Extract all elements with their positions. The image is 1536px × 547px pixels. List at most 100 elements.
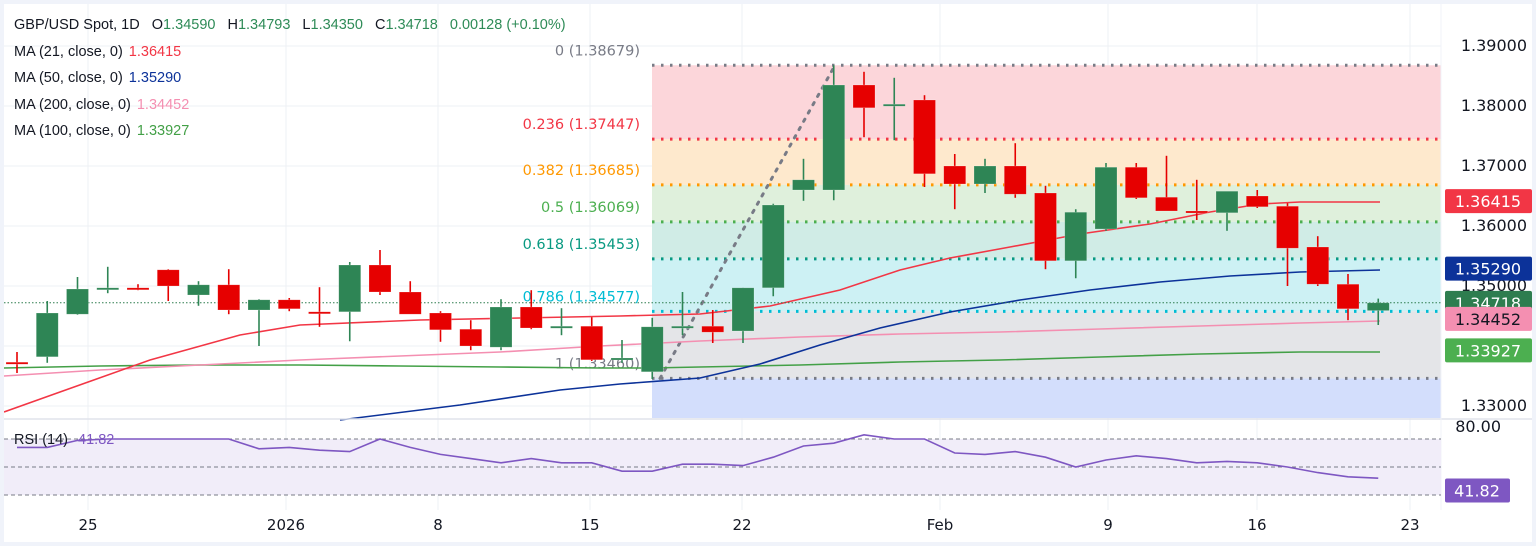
candle-bearish[interactable] <box>1306 236 1330 286</box>
indicator-value: 1.33927 <box>136 123 190 139</box>
rsi-pane[interactable]: 80.00 41.82 <box>4 417 1510 503</box>
candle-bullish[interactable] <box>671 292 694 336</box>
candle-bearish[interactable] <box>308 287 331 327</box>
candle-bullish[interactable] <box>66 277 89 315</box>
symbol-title[interactable]: GBP/USD Spot, 1D <box>14 17 140 33</box>
candle-bearish[interactable] <box>277 298 301 312</box>
price-axis-tick: 1.38000 <box>1461 96 1527 115</box>
candle-body <box>1034 192 1057 262</box>
candle-body <box>247 299 271 311</box>
fib-level-label: 0.382 (1.36685) <box>523 163 640 179</box>
fib-level-label: 0.618 (1.35453) <box>523 237 640 253</box>
time-axis[interactable]: 25 2026 8 15 22 Feb 9 16 23 <box>78 516 1419 534</box>
candle-body <box>277 299 301 310</box>
indicator-label: MA (200, close, 0) <box>14 96 131 113</box>
candle-bearish[interactable] <box>1185 179 1209 220</box>
candle-bullish[interactable] <box>1064 209 1088 279</box>
indicator-ma100[interactable]: MA (100, close, 0) 1.33927 <box>14 118 566 145</box>
candle-body <box>1215 190 1239 214</box>
chart-area[interactable]: 0 (1.38679) 0.236 (1.37447) 0.382 (1.36685… <box>3 4 1532 542</box>
candle-bullish[interactable] <box>761 203 785 297</box>
candle-bearish[interactable] <box>1155 155 1178 212</box>
high-key: H <box>227 17 238 33</box>
candle-bearish[interactable] <box>429 311 452 342</box>
fib-level-label: 0 (1.38679) <box>555 43 640 59</box>
candle-bearish[interactable] <box>459 320 483 351</box>
candle-bullish[interactable] <box>187 281 210 306</box>
candle-body <box>731 287 755 332</box>
candle-body <box>640 326 664 373</box>
chart-legend: GBP/USD Spot, 1D O1.34590 H1.34793 L1.34… <box>14 12 566 145</box>
candle-bearish[interactable] <box>1276 203 1299 286</box>
fib-level-label: 0.5 (1.36069) <box>541 200 640 216</box>
candle-bearish[interactable] <box>913 95 936 187</box>
fib-zone <box>652 311 1441 379</box>
candle-bullish[interactable] <box>973 158 997 193</box>
candle-bearish[interactable] <box>126 284 150 291</box>
price-axis[interactable]: 1.39000 1.38000 1.37000 1.36000 1.35000 1.330… <box>1445 36 1532 415</box>
candle-bullish[interactable] <box>792 158 815 201</box>
candle-bullish[interactable] <box>640 317 664 379</box>
candles[interactable] <box>5 65 1390 379</box>
candle-bearish[interactable] <box>580 317 604 361</box>
symbol-row: GBP/USD Spot, 1D O1.34590 H1.34793 L1.34… <box>14 12 566 39</box>
price-badge-label: 1.36415 <box>1455 192 1521 211</box>
high-value: 1.34793 <box>237 17 291 33</box>
time-axis-tick: 2026 <box>267 516 305 534</box>
candle-body <box>429 312 452 331</box>
candle-bearish[interactable] <box>701 310 725 343</box>
rsi-axis-tick: 80.00 <box>1455 417 1501 436</box>
candle-bearish[interactable] <box>1003 143 1027 198</box>
chart-canvas[interactable]: 0 (1.38679) 0.236 (1.37447) 0.382 (1.36685… <box>3 4 1532 542</box>
candle-body <box>550 325 573 329</box>
fib-zone <box>652 65 1441 140</box>
candle-bearish[interactable] <box>368 250 392 295</box>
rsi-line <box>17 433 1379 479</box>
candle-body <box>368 264 392 293</box>
candle-bearish[interactable] <box>1124 163 1148 199</box>
candle-bullish[interactable] <box>550 308 573 336</box>
candle-body <box>35 312 59 358</box>
candle-bearish[interactable] <box>156 269 180 301</box>
candle-bullish[interactable] <box>247 299 271 346</box>
rsi-label: RSI (14) <box>14 432 68 448</box>
candle-bearish[interactable] <box>217 269 241 315</box>
candle-body <box>66 288 89 315</box>
price-axis-tick: 1.35000 <box>1461 276 1527 295</box>
candle-bullish[interactable] <box>731 287 755 343</box>
candle-body <box>187 284 210 296</box>
price-axis-tick: 1.39000 <box>1461 36 1527 55</box>
indicator-ma50[interactable]: MA (50, close, 0) 1.35290 <box>14 65 566 92</box>
candle-bullish[interactable] <box>35 301 59 363</box>
candle-bearish[interactable] <box>1336 274 1360 321</box>
candle-bearish[interactable] <box>943 154 967 210</box>
candle-bullish[interactable] <box>1366 298 1390 325</box>
price-axis-tick: 1.36000 <box>1461 216 1527 235</box>
candle-bearish[interactable] <box>398 281 422 315</box>
candle-bullish[interactable] <box>338 262 362 342</box>
candle-bullish[interactable] <box>610 340 634 363</box>
candle-bearish[interactable] <box>852 71 876 138</box>
indicator-ma200[interactable]: MA (200, close, 0) 1.34452 <box>14 92 566 119</box>
candle-body <box>1366 302 1390 311</box>
candle-bullish[interactable] <box>1215 190 1239 231</box>
candle-body <box>761 204 785 289</box>
candle-bearish[interactable] <box>5 352 29 373</box>
indicator-label: MA (100, close, 0) <box>14 123 131 139</box>
candle-bearish[interactable] <box>1034 185 1057 270</box>
candle-body <box>580 325 604 361</box>
time-axis-tick: 9 <box>1103 516 1113 534</box>
candle-bullish[interactable] <box>1094 163 1118 231</box>
price-axis-tick: 1.37000 <box>1461 156 1527 175</box>
open-value: 1.34590 <box>163 17 216 33</box>
candle-bullish[interactable] <box>489 299 513 351</box>
rsi-legend[interactable]: RSI (14) 41.82 <box>14 432 114 448</box>
candle-bearish[interactable] <box>519 290 543 330</box>
candle-bullish[interactable] <box>822 65 846 201</box>
candle-bearish[interactable] <box>1245 190 1269 208</box>
ma200-line <box>3 320 1381 377</box>
candle-bullish[interactable] <box>882 77 906 141</box>
indicator-ma21[interactable]: MA (21, close, 0) 1.36415 <box>14 39 566 66</box>
candle-bullish[interactable] <box>96 266 120 294</box>
candle-body <box>1003 165 1027 195</box>
